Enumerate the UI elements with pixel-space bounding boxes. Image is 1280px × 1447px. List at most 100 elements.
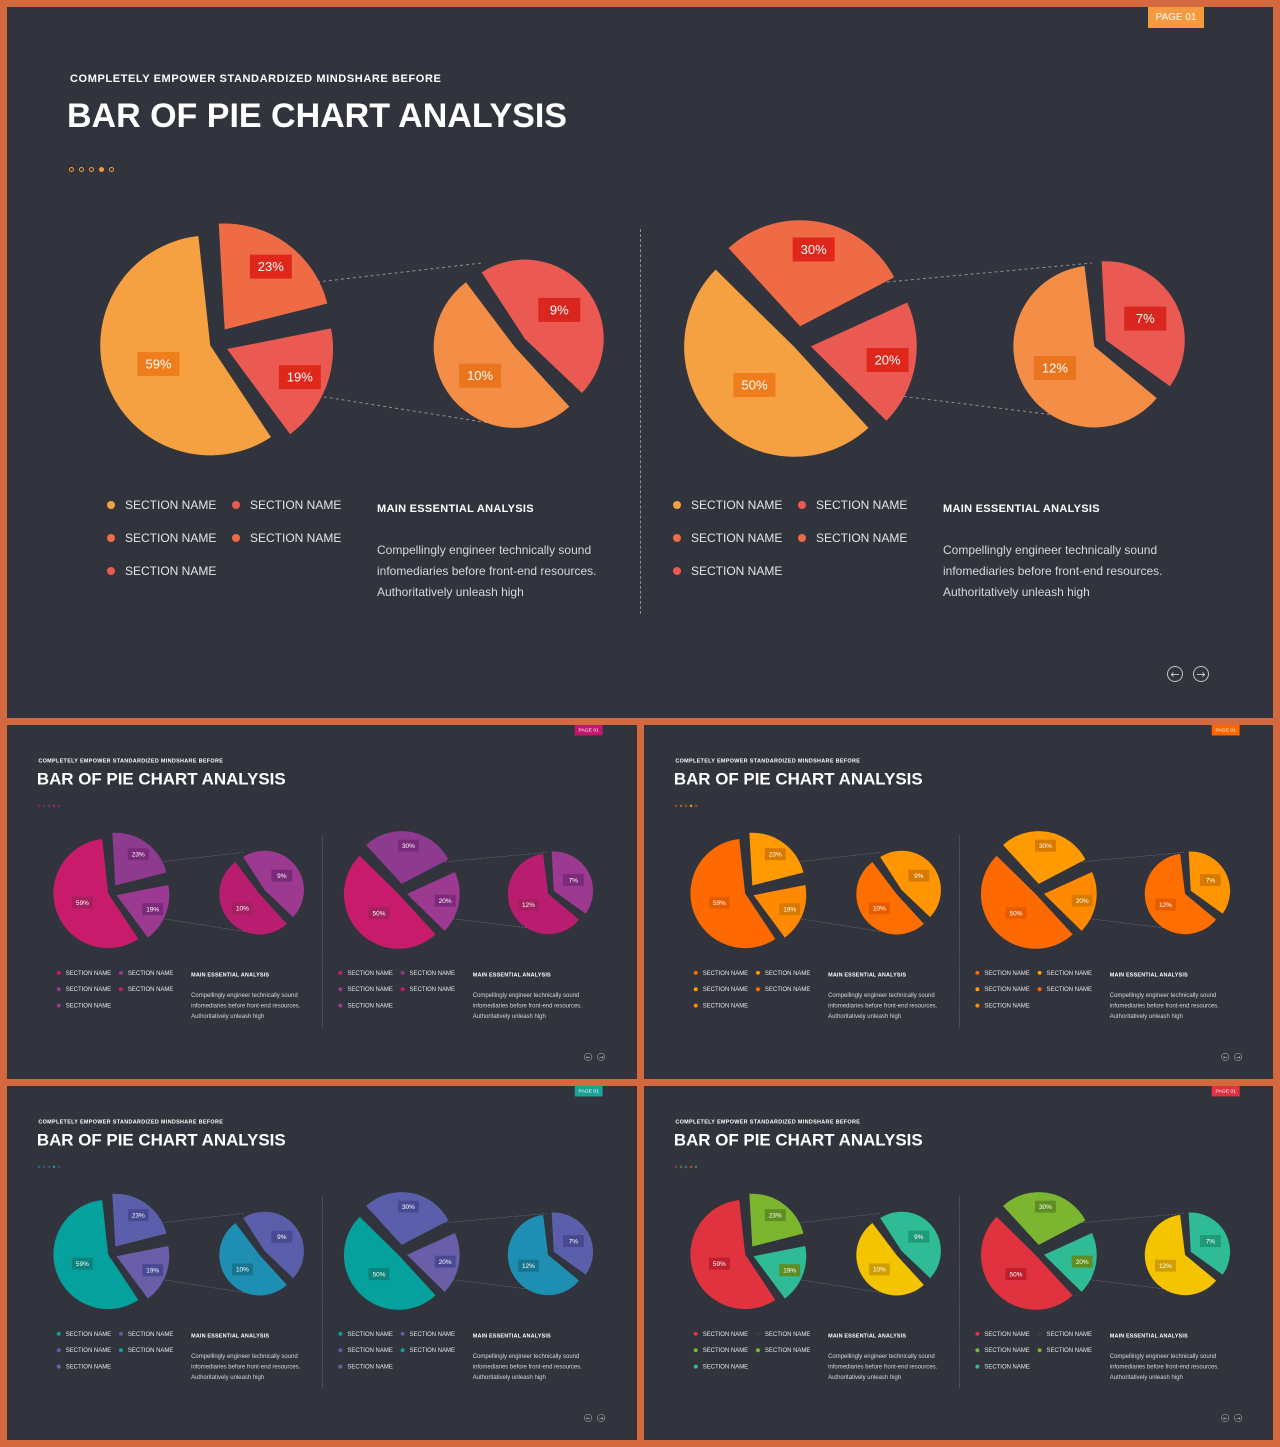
arrow-left-circle-icon[interactable]: ← xyxy=(584,1413,593,1422)
svg-text:59%: 59% xyxy=(713,1261,726,1268)
legend-item: SECTION NAME xyxy=(338,1002,393,1009)
legend-dot xyxy=(693,1003,698,1008)
analysis-text: Compellingly engineer technically sound i… xyxy=(191,990,310,1021)
legend-item: SECTION NAME xyxy=(975,1347,1030,1354)
legend-dot xyxy=(338,970,343,975)
subtitle: COMPLETELY EMPOWER STANDARDIZED MINDSHAR… xyxy=(675,757,861,764)
legend-label: SECTION NAME xyxy=(984,1002,1030,1010)
slice-label: 10% xyxy=(459,363,502,388)
decor-dot xyxy=(99,167,104,172)
pie-slice xyxy=(728,220,895,327)
analysis-title: MAIN ESSENTIAL ANALYSIS xyxy=(943,503,1100,515)
slice-label: 7% xyxy=(562,1235,584,1248)
pie-slice xyxy=(1003,831,1086,884)
arrow-left-circle-icon[interactable]: ← xyxy=(584,1052,593,1061)
legend-dot xyxy=(693,1348,698,1353)
legend-item: SECTION NAME xyxy=(338,1347,393,1354)
slice-label: 20% xyxy=(1071,894,1093,907)
slice-label: 23% xyxy=(127,1209,149,1222)
legend-label: SECTION NAME xyxy=(984,969,1030,977)
pie-slice xyxy=(243,1211,304,1279)
pie-slice xyxy=(53,1199,139,1310)
analysis-line: Authoritatively unleash high xyxy=(191,1373,265,1381)
legend-dot xyxy=(107,567,115,575)
legend-dot xyxy=(400,970,405,975)
legend-label: SECTION NAME xyxy=(816,498,908,512)
svg-text:12%: 12% xyxy=(1159,1263,1172,1270)
legend-dot xyxy=(975,1348,980,1353)
legend-item: SECTION NAME xyxy=(56,1347,111,1354)
analysis-title: MAIN ESSENTIAL ANALYSIS xyxy=(472,1332,551,1339)
pie-slice xyxy=(219,1222,287,1296)
legend-label: SECTION NAME xyxy=(409,985,456,993)
svg-text:19%: 19% xyxy=(783,906,796,913)
slice-label: 7% xyxy=(1199,1235,1221,1248)
slice-label: 19% xyxy=(142,1264,164,1277)
decor-dot xyxy=(689,1165,693,1169)
bar-of-pie-charts: 59% 23% 19% 10% 9% 50% 30% 20% 12% 7% xyxy=(53,1192,594,1310)
legend-label: SECTION NAME xyxy=(1046,1330,1093,1338)
analysis-line: infomediaries before front-end resources… xyxy=(943,564,1163,578)
arrow-left-circle-icon[interactable]: ← xyxy=(1167,666,1183,682)
slice-label: 50% xyxy=(368,1268,390,1281)
legend-item: SECTION NAME xyxy=(107,498,216,512)
legend-item: SECTION NAME xyxy=(118,969,173,976)
svg-text:10%: 10% xyxy=(873,906,886,913)
slice-label: 59% xyxy=(71,896,93,909)
svg-text:23%: 23% xyxy=(132,851,145,858)
slice-label: 30% xyxy=(792,237,835,262)
svg-text:59%: 59% xyxy=(145,357,171,372)
legend-dot xyxy=(338,987,343,992)
legend-label: SECTION NAME xyxy=(127,1330,174,1338)
connector-line xyxy=(795,917,891,934)
arrow-right-circle-icon[interactable]: → xyxy=(1234,1052,1243,1061)
slice-label: 59% xyxy=(71,1257,93,1270)
page-title: BAR OF PIE CHART ANALYSIS xyxy=(673,769,923,789)
legend-item: SECTION NAME xyxy=(118,986,173,993)
legend-label: SECTION NAME xyxy=(347,985,393,993)
arrow-left-circle-icon[interactable]: ← xyxy=(1221,1052,1230,1061)
pie-slice xyxy=(856,861,924,935)
legend-item: SECTION NAME xyxy=(107,531,216,545)
legend-item: SECTION NAME xyxy=(232,498,341,512)
legend-item: SECTION NAME xyxy=(673,531,782,545)
arrow-left-circle-icon[interactable]: ← xyxy=(1221,1413,1230,1422)
slice-label: 50% xyxy=(368,907,390,920)
legend-label: SECTION NAME xyxy=(409,1330,456,1338)
legend-item: SECTION NAME xyxy=(693,1330,748,1337)
pie-slice xyxy=(481,259,604,394)
arrow-right-circle-icon[interactable]: → xyxy=(1234,1413,1243,1422)
svg-text:12%: 12% xyxy=(522,1263,535,1270)
pie-slice xyxy=(880,850,941,918)
legend-item: SECTION NAME xyxy=(975,969,1030,977)
analysis-text: Compellingly engineer technically sound i… xyxy=(191,1351,310,1382)
legend-label: SECTION NAME xyxy=(1046,1346,1093,1354)
slice-label: 12% xyxy=(1033,356,1076,381)
analysis-line: infomediaries before front-end resources… xyxy=(472,1363,582,1371)
page-badge: PAGE 01 xyxy=(574,725,603,736)
legend-dot xyxy=(673,534,681,542)
legend-dot xyxy=(693,987,698,992)
decor-dot xyxy=(52,804,56,808)
legend-label: SECTION NAME xyxy=(409,1346,456,1354)
slide-main: PAGE 01 COMPLETELY EMPOWER STANDARDIZED M… xyxy=(7,7,1273,718)
legend-label: SECTION NAME xyxy=(125,564,217,578)
analysis-line: Authoritatively unleash high xyxy=(1109,1012,1183,1020)
svg-text:19%: 19% xyxy=(146,1267,159,1274)
svg-text:30%: 30% xyxy=(402,1204,415,1211)
decor-dots xyxy=(37,804,61,808)
legend-dot xyxy=(56,1348,61,1353)
svg-text:12%: 12% xyxy=(1042,361,1068,376)
legend-label: SECTION NAME xyxy=(65,1330,112,1338)
arrow-right-circle-icon[interactable]: → xyxy=(1193,666,1209,682)
arrow-right-circle-icon[interactable]: → xyxy=(597,1413,606,1422)
pie-slice xyxy=(1144,1214,1217,1296)
pie-slice xyxy=(1043,872,1097,931)
page-title: BAR OF PIE CHART ANALYSIS xyxy=(673,1130,923,1150)
arrow-right-circle-icon[interactable]: → xyxy=(597,1052,606,1061)
legend-label: SECTION NAME xyxy=(984,985,1030,993)
legend-item: SECTION NAME xyxy=(975,1002,1030,1010)
slice-label: 30% xyxy=(1034,1200,1056,1213)
pie-slice xyxy=(856,1222,924,1296)
connector-line xyxy=(161,852,244,863)
